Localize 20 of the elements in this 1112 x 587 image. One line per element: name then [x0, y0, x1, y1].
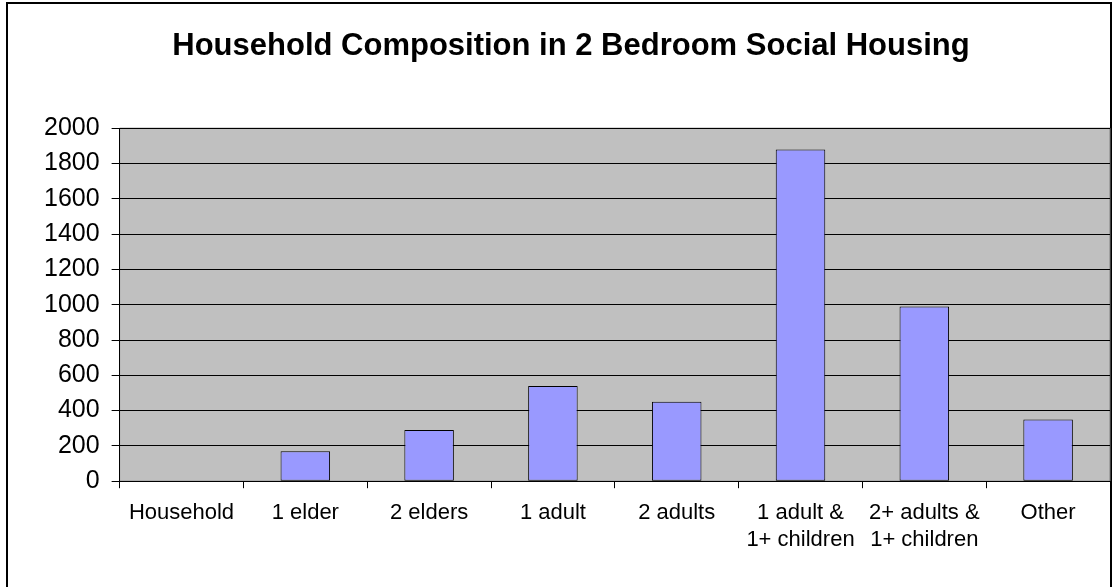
- y-tick-label: 1000: [43, 288, 100, 317]
- y-tick-label: 200: [57, 429, 100, 458]
- x-tick-label: 2 elders: [389, 499, 469, 525]
- y-tick-label: 1400: [43, 217, 100, 246]
- y-tick-label: 1200: [43, 253, 100, 282]
- chart-title: Household Composition in 2 Bedroom Social Housing: [172, 27, 970, 63]
- x-tick-label: 1 elder: [271, 499, 339, 525]
- y-tick-label: 800: [57, 323, 100, 352]
- y-tick-label: 1800: [43, 147, 100, 176]
- x-tick-label: 2 adults: [638, 499, 716, 525]
- x-tick-label: 2+ adults & 1+ children: [868, 499, 980, 551]
- x-tick-label: Other: [1020, 499, 1076, 525]
- y-tick-label: 600: [57, 359, 100, 388]
- y-tick-label: 0: [85, 465, 100, 494]
- y-tick-label: 1600: [43, 182, 100, 211]
- y-tick-label: 2000: [43, 112, 100, 141]
- x-tick-label: 1 adult: [519, 499, 586, 525]
- x-tick-label: 1 adult & 1+ children: [746, 499, 855, 551]
- x-tick-label: Household: [128, 499, 235, 525]
- y-tick-label: 400: [57, 394, 100, 423]
